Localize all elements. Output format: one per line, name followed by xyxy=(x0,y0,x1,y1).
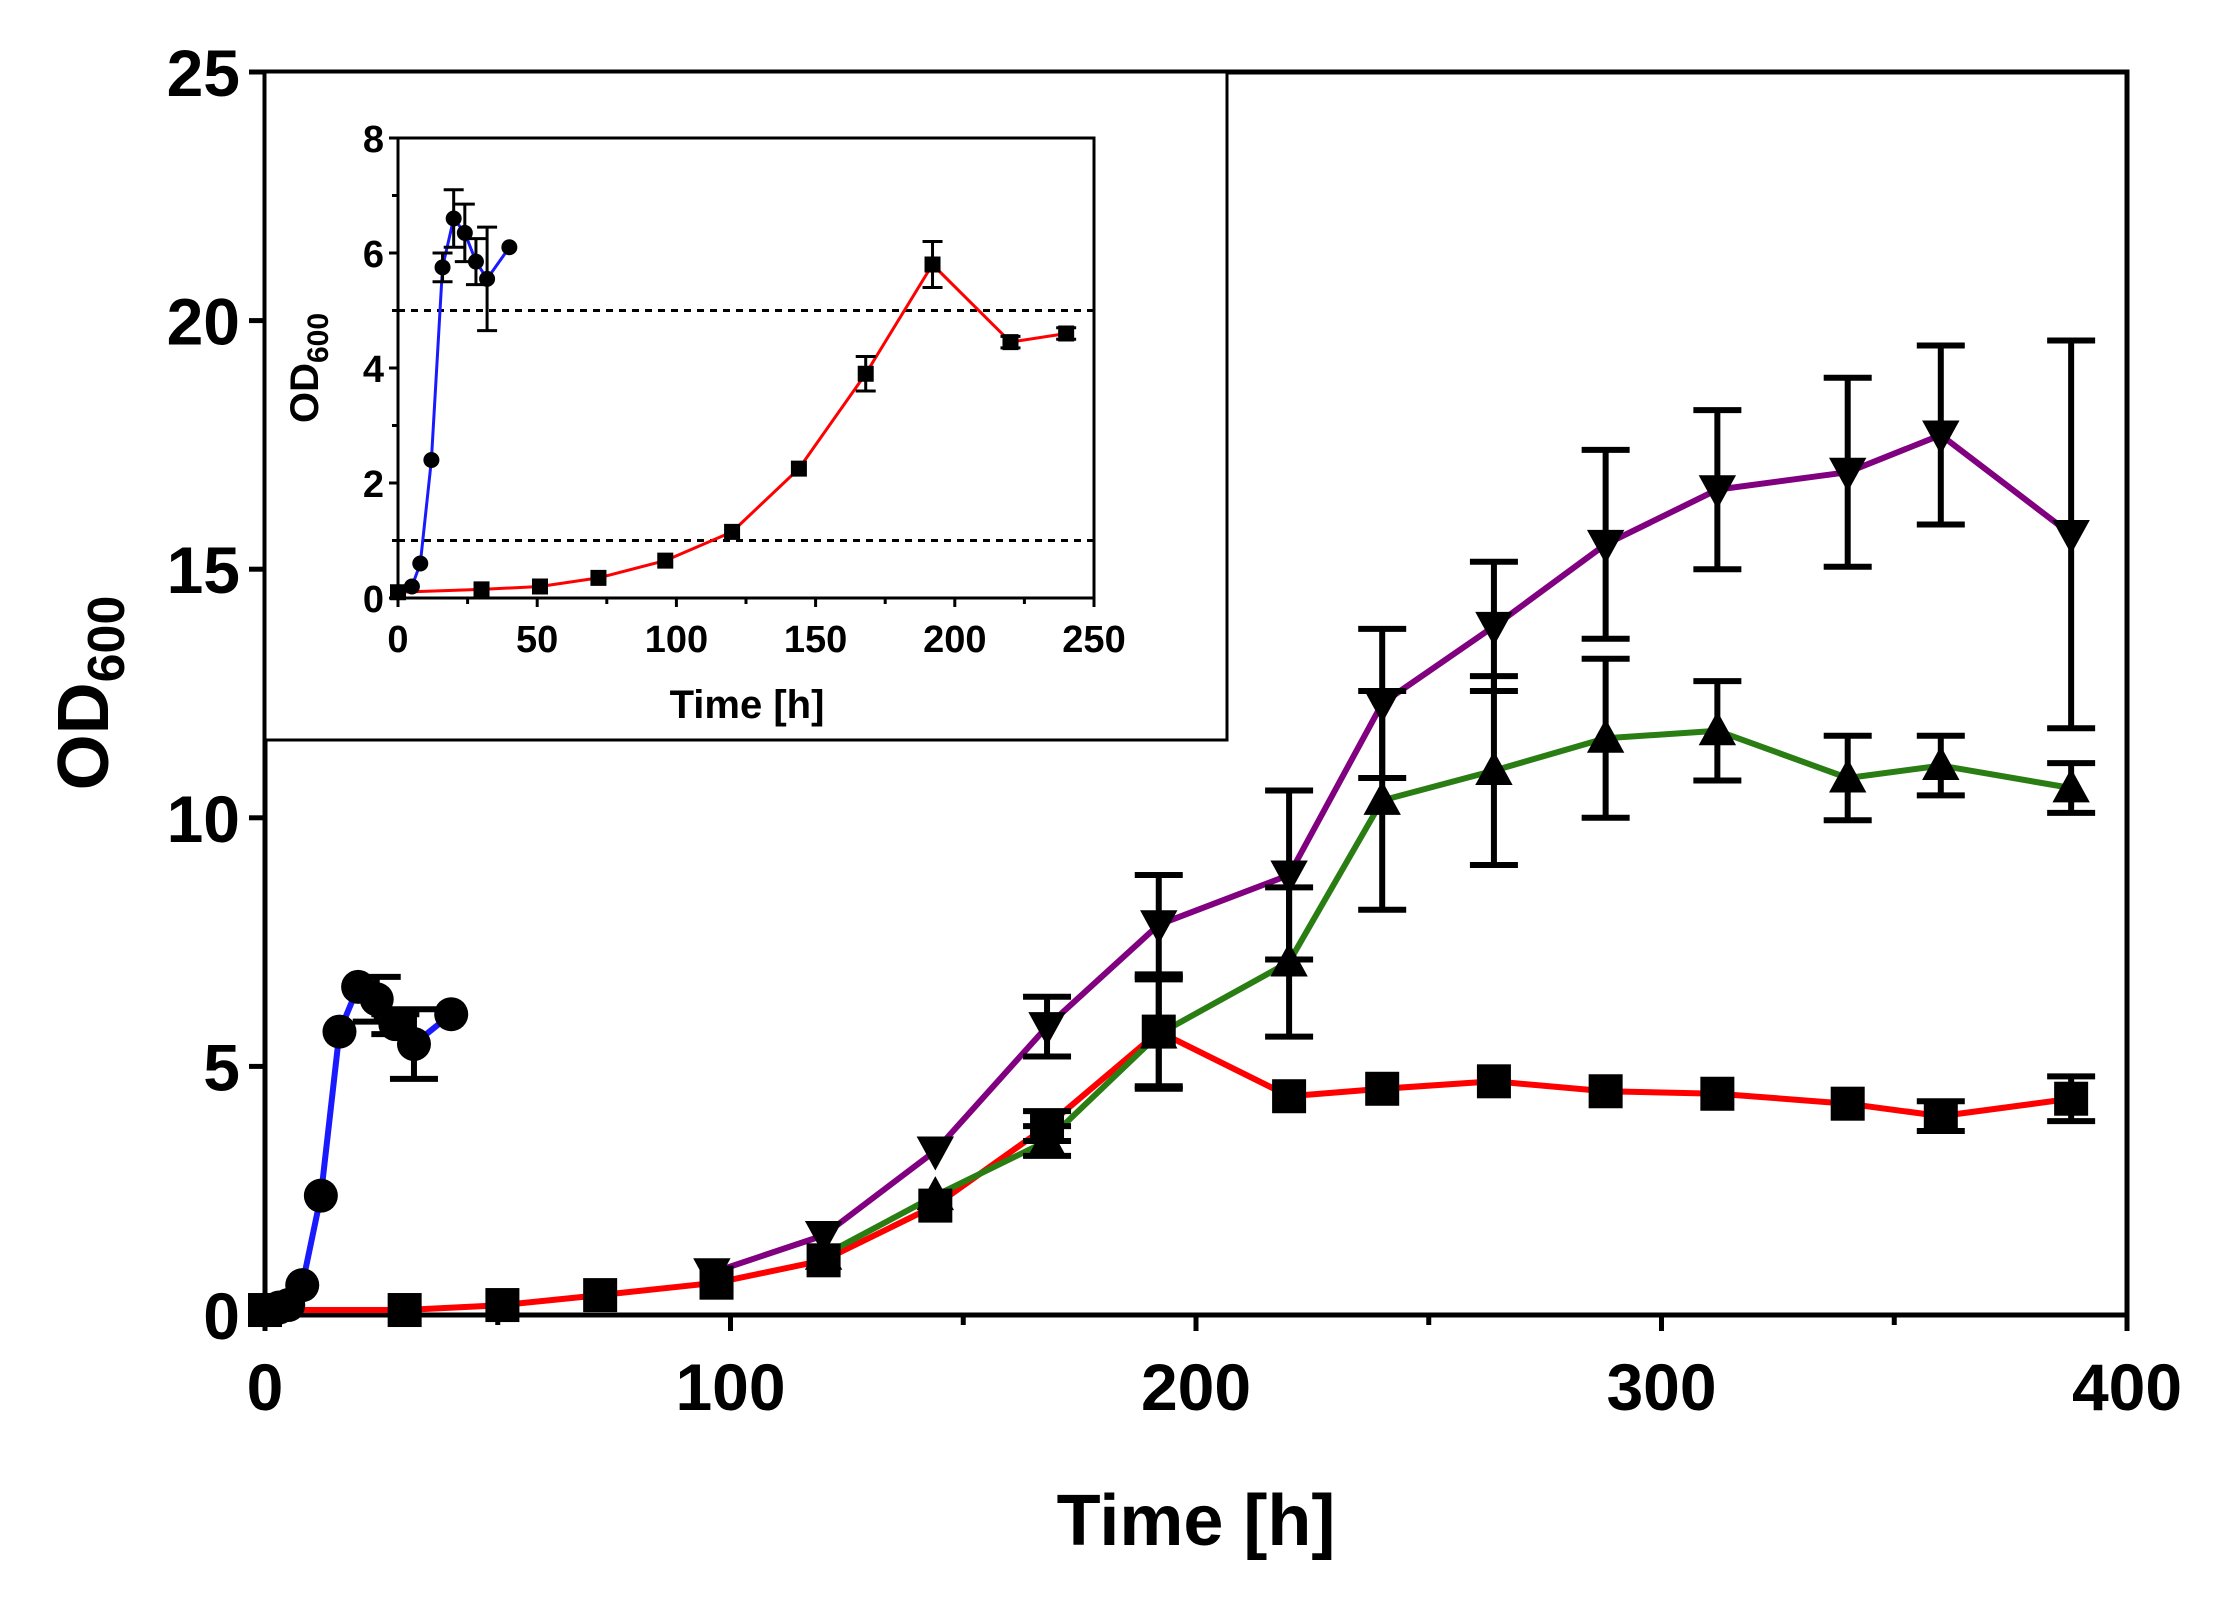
main-point-purple xyxy=(693,1258,731,1293)
main-point-purple xyxy=(1270,860,1308,895)
main-point-red xyxy=(583,1278,618,1313)
main-point-purple xyxy=(1698,475,1737,510)
main-point-blue xyxy=(359,982,394,1017)
main-point-red xyxy=(1365,1071,1400,1106)
inset-series-line-blue xyxy=(397,217,511,594)
main-point-purple xyxy=(1922,420,1960,455)
inset-point-red xyxy=(924,256,941,273)
main-point-red xyxy=(1588,1074,1623,1109)
inset-point-red xyxy=(531,578,548,595)
main-point-green xyxy=(916,1176,955,1211)
inset-point-blue xyxy=(445,210,462,227)
main-point-blue xyxy=(396,1027,431,1062)
inset-x-tick-label: 0 xyxy=(387,619,408,661)
inset-point-blue xyxy=(467,253,484,270)
main-x-tick-label: 0 xyxy=(247,1350,284,1424)
inset-point-blue xyxy=(456,224,473,241)
inset-point-blue xyxy=(403,578,420,595)
main-point-purple xyxy=(1475,611,1513,646)
main-x-tick-label: 400 xyxy=(2072,1350,2182,1424)
inset-point-blue xyxy=(479,270,496,287)
main-point-purple xyxy=(1829,457,1867,492)
inset-y-tick-label: 4 xyxy=(363,349,384,391)
inset-y-tick-label: 2 xyxy=(363,464,384,506)
main-point-red xyxy=(1272,1079,1307,1114)
inset-point-red xyxy=(724,523,741,540)
inset-x-axis-title: Time [h] xyxy=(670,683,825,727)
main-point-green xyxy=(1829,758,1867,793)
main-y-tick-label: 10 xyxy=(167,782,240,856)
inset-point-red xyxy=(473,581,490,598)
main-x-tick-label: 200 xyxy=(1141,1350,1251,1424)
inset-point-red xyxy=(390,584,406,601)
main-point-purple xyxy=(804,1220,843,1255)
main-point-green xyxy=(1922,746,1960,781)
inset-point-blue xyxy=(501,239,518,256)
inset-x-tick-label: 50 xyxy=(516,619,558,661)
main-point-green xyxy=(1586,718,1625,753)
inset-y-axis-title: OD600 xyxy=(283,313,335,423)
inset-point-red xyxy=(1058,325,1075,342)
main-y-tick-label: 25 xyxy=(167,36,240,110)
inset-plot: 0 50 100 150 200 250 0 2 4 6 8 Time [h] OD600 xyxy=(263,70,1229,742)
inset-point-red xyxy=(657,552,674,569)
main-point-blue xyxy=(322,1014,357,1049)
main-point-green xyxy=(1028,1121,1066,1156)
main-point-blue xyxy=(303,1178,338,1213)
inset-y-tick-label: 8 xyxy=(363,119,384,161)
main-point-blue xyxy=(434,997,469,1032)
main-x-tick-label: 300 xyxy=(1606,1350,1716,1424)
inset-x-tick-label: 250 xyxy=(1062,619,1125,661)
inset-y-tick-label: 0 xyxy=(363,579,384,621)
main-y-axis-title: OD600 xyxy=(44,596,136,791)
main-y-tick-label: 15 xyxy=(167,533,240,607)
main-point-red xyxy=(1476,1064,1511,1099)
inset-y-tick-label: 6 xyxy=(363,234,384,276)
inset-point-blue xyxy=(423,452,440,468)
main-point-red xyxy=(1830,1086,1865,1121)
main-point-green xyxy=(2052,768,2090,803)
inset-point-red xyxy=(790,460,807,477)
inset-point-blue xyxy=(434,259,451,276)
main-point-red xyxy=(2054,1081,2089,1116)
main-x-axis-title: Time [h] xyxy=(1057,1481,1336,1561)
main-point-green xyxy=(1475,751,1513,786)
inset-panel xyxy=(263,70,1229,742)
main-point-purple xyxy=(1140,910,1178,945)
main-y-tick-label: 5 xyxy=(203,1030,240,1104)
inset-point-red xyxy=(590,569,607,586)
main-y-tick-label: 0 xyxy=(203,1279,240,1353)
main-point-green xyxy=(1698,711,1737,746)
main-point-purple xyxy=(1028,1012,1066,1047)
main-point-purple xyxy=(916,1136,955,1171)
main-point-purple xyxy=(1586,529,1625,564)
main-point-red xyxy=(485,1288,520,1323)
main-point-red xyxy=(387,1293,422,1328)
inset-point-blue xyxy=(412,555,429,572)
main-point-red xyxy=(1700,1076,1735,1111)
inset-x-tick-label: 100 xyxy=(645,619,708,661)
main-x-tick-label: 100 xyxy=(675,1350,785,1424)
main-point-red xyxy=(248,1293,282,1328)
inset-x-tick-label: 150 xyxy=(784,619,847,661)
main-point-green xyxy=(1270,942,1308,977)
main-point-green xyxy=(1140,1014,1178,1049)
main-point-blue xyxy=(285,1268,320,1303)
main-point-green xyxy=(1363,780,1401,815)
inset-point-red xyxy=(857,365,874,382)
main-point-red xyxy=(1923,1099,1958,1134)
main-point-purple xyxy=(2052,519,2090,554)
inset-point-red xyxy=(1002,334,1019,351)
main-point-purple xyxy=(1363,688,1401,723)
inset-x-tick-label: 200 xyxy=(923,619,986,661)
main-series-line-green xyxy=(822,727,2072,1258)
main-y-tick-label: 20 xyxy=(167,285,240,359)
